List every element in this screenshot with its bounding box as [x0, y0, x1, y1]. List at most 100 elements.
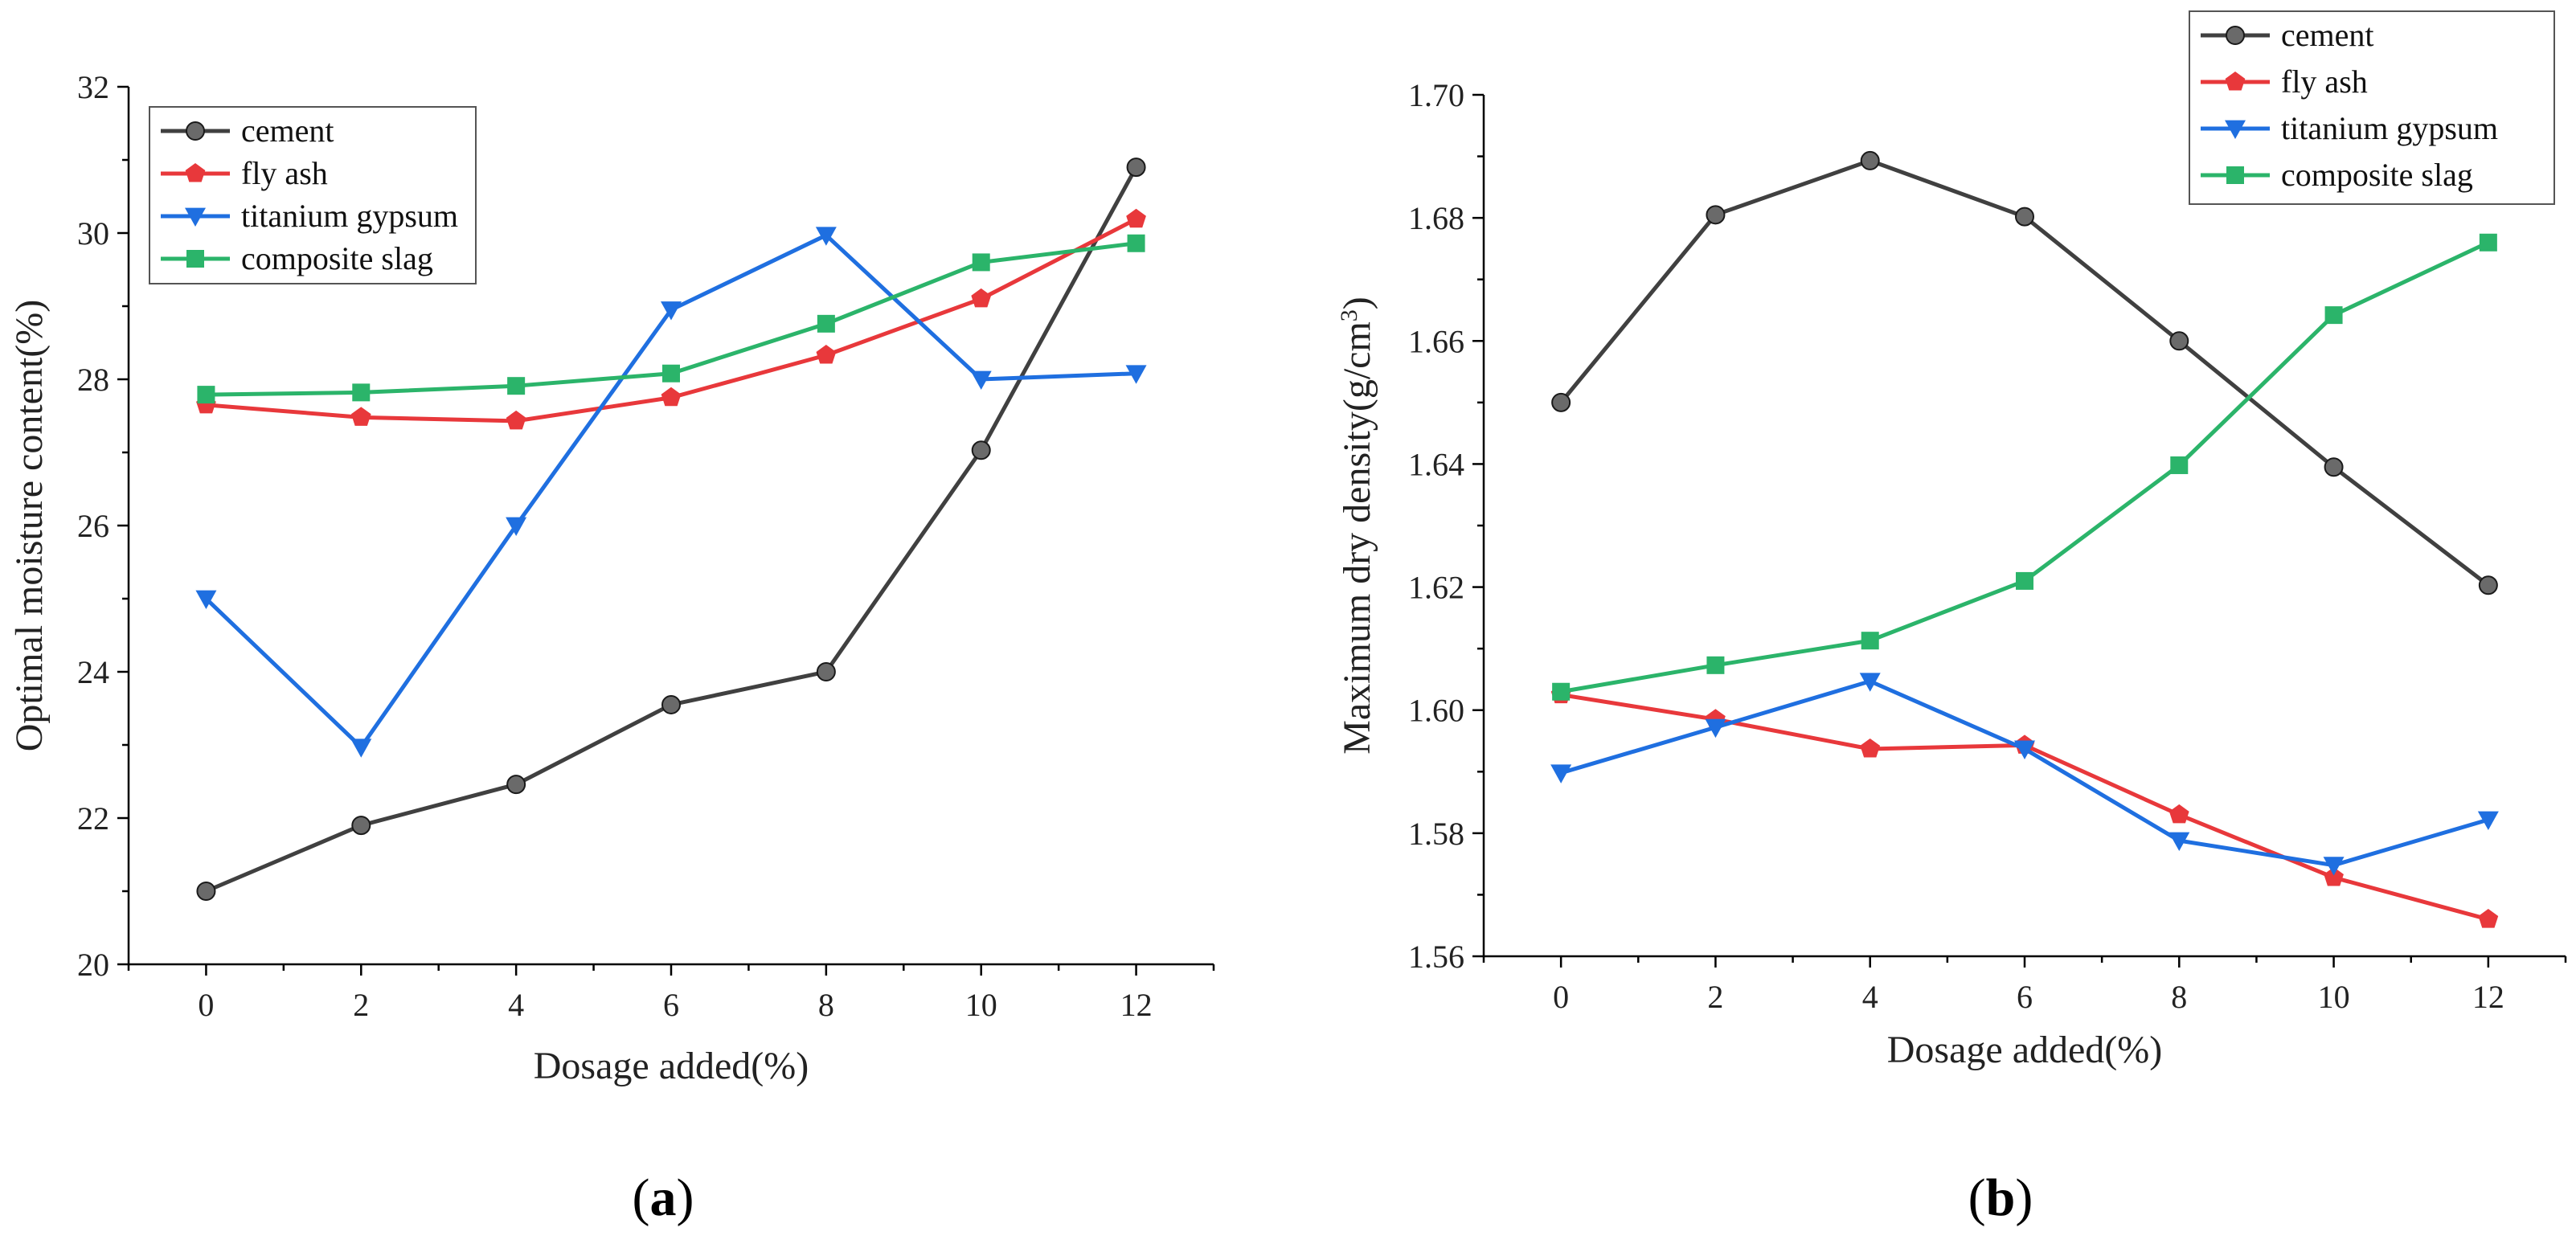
- x-axis-title: Dosage added(%): [534, 1045, 809, 1087]
- legend-marker-titanium-gypsum: [2225, 120, 2246, 139]
- series-line-titanium-gypsum: [1560, 679, 2489, 868]
- legend-label-cement: cement: [241, 113, 334, 149]
- data-point-fly-ash: [816, 344, 837, 364]
- y-tick-label: 32: [77, 69, 109, 105]
- legend-label-fly-ash: fly ash: [2281, 63, 2368, 100]
- x-tick-label: 0: [198, 987, 214, 1023]
- y-tick-label: 1.58: [1408, 816, 1464, 852]
- data-point-composite-slag: [2479, 233, 2497, 252]
- y-tick-label: 1.60: [1408, 693, 1464, 729]
- data-point-titanium-gypsum: [970, 370, 992, 390]
- legend-label-fly-ash: fly ash: [241, 155, 328, 191]
- x-tick-label: 2: [1707, 979, 1723, 1015]
- data-point-fly-ash: [506, 410, 526, 430]
- y-tick-label: 1.68: [1408, 200, 1464, 236]
- data-point-titanium-gypsum: [1550, 764, 1572, 784]
- data-point-composite-slag: [197, 386, 215, 404]
- x-tick-label: 2: [353, 987, 369, 1023]
- data-point-cement: [2324, 457, 2344, 477]
- x-tick-label: 6: [2017, 979, 2033, 1015]
- data-point-cement: [816, 662, 836, 681]
- data-point-titanium-gypsum: [195, 590, 217, 609]
- y-tick-label: 28: [77, 362, 109, 398]
- data-point-composite-slag: [1706, 656, 1725, 674]
- data-point-titanium-gypsum: [1125, 365, 1147, 384]
- data-point-fly-ash: [2169, 804, 2189, 824]
- x-tick-label: 12: [2472, 979, 2504, 1015]
- x-tick-label: 4: [1862, 979, 1878, 1015]
- y-axis-title: Maximum dry density(g/cm3): [1336, 297, 1379, 755]
- y-tick-label: 1.70: [1408, 77, 1464, 113]
- x-tick-label: 0: [1553, 979, 1569, 1015]
- data-point-composite-slag: [352, 383, 371, 402]
- data-point-cement: [2169, 331, 2189, 351]
- data-point-cement: [1126, 158, 1146, 178]
- legend-label-titanium-gypsum: titanium gypsum: [2281, 110, 2498, 146]
- data-point-titanium-gypsum: [350, 739, 372, 758]
- legend-label-cement: cement: [2281, 17, 2374, 53]
- data-point-fly-ash: [971, 288, 992, 308]
- legend-marker-composite-slag: [186, 250, 204, 268]
- legend-marker-cement: [2226, 26, 2245, 45]
- series-line-fly-ash: [1560, 693, 2489, 922]
- y-tick-label: 22: [77, 800, 109, 837]
- y-tick-label: 30: [77, 215, 109, 252]
- data-point-titanium-gypsum: [1705, 718, 1726, 739]
- y-tick-label: 1.56: [1408, 939, 1464, 975]
- data-point-composite-slag: [972, 253, 990, 272]
- data-point-cement: [1860, 150, 1880, 170]
- data-point-titanium-gypsum: [1859, 673, 1881, 692]
- data-point-fly-ash: [1126, 208, 1146, 228]
- y-tick-label: 1.62: [1408, 570, 1464, 606]
- legend-label-composite-slag: composite slag: [2281, 157, 2473, 193]
- data-point-titanium-gypsum: [661, 301, 682, 321]
- series-line-composite-slag: [1560, 240, 2489, 694]
- data-point-fly-ash: [1860, 738, 1881, 758]
- x-tick-label: 8: [818, 987, 834, 1023]
- legend-box: [2189, 10, 2555, 205]
- legend-label-titanium-gypsum: titanium gypsum: [241, 198, 458, 234]
- data-point-composite-slag: [507, 377, 526, 395]
- data-point-titanium-gypsum: [2323, 857, 2345, 876]
- data-point-composite-slag: [1861, 632, 1879, 650]
- data-point-cement: [971, 440, 991, 460]
- legend-marker-composite-slag: [2226, 166, 2244, 184]
- panel-label: (b): [1968, 1168, 2033, 1227]
- x-tick-label: 10: [965, 987, 997, 1023]
- data-point-cement: [506, 775, 526, 795]
- x-tick-label: 12: [1120, 987, 1153, 1023]
- data-point-composite-slag: [1552, 682, 1571, 701]
- data-point-composite-slag: [662, 364, 680, 383]
- legend-label-composite-slag: composite slag: [241, 240, 433, 276]
- data-point-cement: [661, 694, 681, 714]
- x-tick-label: 10: [2318, 979, 2350, 1015]
- data-point-cement: [1551, 392, 1571, 412]
- data-point-fly-ash: [2324, 866, 2344, 886]
- data-point-cement: [351, 816, 371, 836]
- chart-panel-b: 0 2 4 6 8 10 12 1.56 1.58 1.60 1.62 1.64 1.66 1.68 1.7…: [1336, 10, 2567, 1227]
- legend-marker-cement: [186, 121, 205, 141]
- data-point-composite-slag: [817, 314, 835, 333]
- legend-marker-titanium-gypsum: [185, 207, 206, 227]
- y-tick-label: 24: [77, 654, 109, 690]
- y-tick-label: 1.64: [1408, 446, 1464, 482]
- data-point-cement: [196, 882, 216, 901]
- legend: cement fly ash titanium gypsum composite sl…: [2189, 10, 2555, 205]
- x-tick-label: 4: [508, 987, 524, 1023]
- data-point-fly-ash: [2478, 909, 2499, 928]
- legend: cement fly ash titanium gypsum composite sl…: [149, 106, 477, 284]
- data-point-titanium-gypsum: [815, 227, 837, 246]
- x-axis-title: Dosage added(%): [1887, 1029, 2163, 1071]
- x-tick-label: 8: [2171, 979, 2187, 1015]
- data-point-titanium-gypsum: [2477, 811, 2499, 831]
- data-point-fly-ash: [350, 407, 371, 426]
- panel-label: (a): [633, 1168, 694, 1227]
- y-tick-label: 1.66: [1408, 323, 1464, 359]
- y-tick-label: 26: [77, 508, 109, 544]
- data-point-titanium-gypsum: [2169, 832, 2190, 852]
- legend-marker-fly-ash: [185, 163, 206, 182]
- data-point-composite-slag: [2016, 571, 2033, 590]
- data-point-cement: [2015, 207, 2034, 227]
- data-point-cement: [1706, 205, 1726, 225]
